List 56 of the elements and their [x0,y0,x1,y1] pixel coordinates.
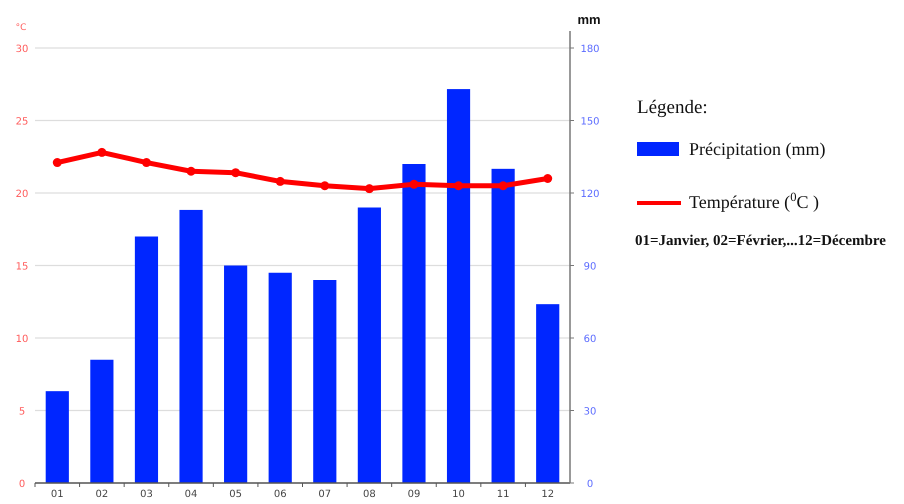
x-tick-label: 02 [96,489,108,500]
bar [358,208,381,483]
bar [134,236,158,483]
y2-tick-label: 60 [584,334,596,345]
text: 01=Janvier, 02=Février,...12=Décembre [635,233,886,249]
y-tick-label: 25 [16,116,28,128]
y-tick-label: 5 [18,406,26,418]
bar [402,164,426,483]
point [231,168,240,178]
point [52,158,62,168]
x-tick-label: 03 [140,489,153,500]
point [186,166,196,176]
bar [492,168,515,483]
bar [90,360,114,483]
y2-tick-label: 150 [580,116,600,128]
point [454,181,464,190]
y2-tick-label: 90 [584,262,596,272]
y-tick-label: 0 [18,479,26,490]
bar [224,266,248,483]
x-tick-label: 04 [184,489,198,500]
bar [313,280,336,483]
y2-tick-label: 180 [580,44,600,55]
y-axis-title: °C [16,23,26,33]
point [409,180,418,189]
x-tick-label: 07 [318,489,332,500]
y-tick-label: 30 [16,44,28,55]
legend-label: Précipitation (mm) [689,139,826,159]
x-tick-label: 12 [541,489,554,500]
x-tick-label: 08 [363,489,376,500]
bar [446,89,470,483]
x-tick-label: 11 [496,489,510,500]
x-tick-label: 06 [274,489,287,500]
point [498,181,508,190]
bar [268,272,292,483]
legend-title: Légende: [637,97,708,118]
bar [536,304,560,483]
point [97,148,106,157]
y2-axis-title: mm [577,12,601,27]
x-tick-label: 05 [229,489,242,500]
y-tick-label: 10 [16,334,28,345]
point [276,176,285,186]
x-tick-label: 01 [50,489,64,500]
bar [46,391,69,483]
legend-label: Température ($^{0}$C ) [689,190,819,212]
point [364,184,374,194]
x-tick-label: 10 [452,489,465,500]
x-tick-label: 09 [408,489,420,500]
point [320,181,330,190]
y-tick-label: 20 [16,189,28,200]
y-tick-label: 15 [16,262,28,272]
y2-tick-label: 120 [580,189,600,200]
y2-tick-label: 0 [586,479,594,490]
point [142,158,151,168]
bar [179,210,203,483]
y2-tick-label: 30 [584,406,596,418]
point [543,174,552,183]
